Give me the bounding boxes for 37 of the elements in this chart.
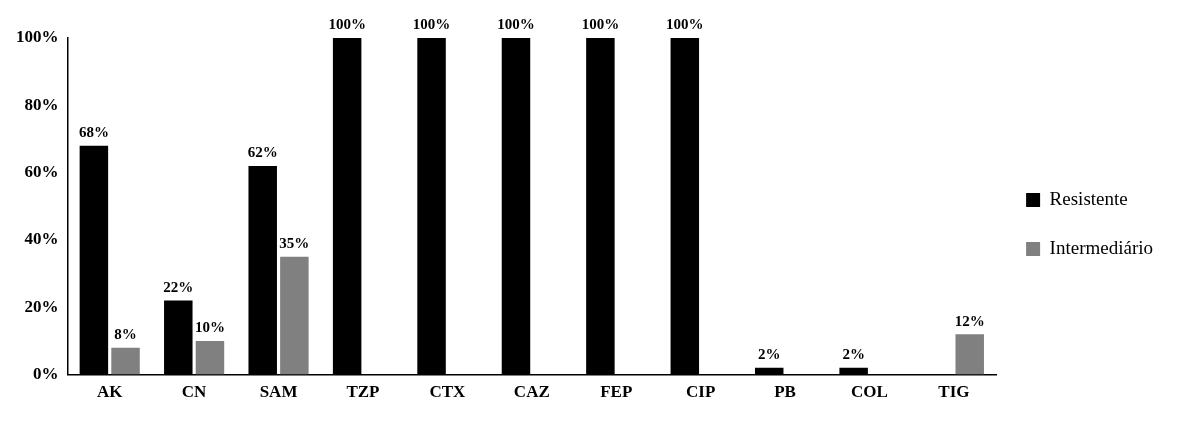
data-label: 100%: [412, 16, 451, 33]
x-tick-label: CIP: [686, 382, 716, 402]
bar: [280, 256, 309, 375]
data-label: 100%: [328, 16, 366, 33]
x-tick-label: TIG: [938, 382, 970, 402]
data-label: 2%: [757, 346, 781, 363]
x-tick-label: CN: [181, 382, 208, 402]
data-label: 12%: [954, 312, 985, 329]
x-tick-label: PB: [774, 382, 796, 402]
legend-label: Intermediário: [1049, 236, 1154, 258]
y-tick-label: 100%: [16, 27, 59, 47]
y-tick-label: 20%: [24, 296, 59, 316]
data-label: 100%: [666, 16, 704, 33]
x-tick-label: COL: [851, 382, 888, 402]
bar: [111, 347, 140, 375]
y-tick-label: 0%: [33, 363, 59, 383]
x-tick-label: SAM: [259, 382, 298, 402]
data-label: 8%: [114, 326, 137, 343]
bar: [955, 334, 984, 375]
data-label: 22%: [163, 278, 194, 295]
y-tick-label: 40%: [24, 229, 59, 249]
x-tick-label: CAZ: [513, 382, 550, 402]
y-tick-label: 60%: [24, 162, 59, 182]
data-label: 100%: [581, 16, 620, 33]
data-label: 62%: [247, 144, 278, 161]
data-label: 10%: [194, 319, 225, 336]
x-tick-label: AK: [96, 382, 124, 402]
x-tick-label: TZP: [346, 382, 380, 402]
y-tick-label: 80%: [24, 94, 59, 114]
data-label: 2%: [842, 346, 865, 363]
x-tick-label: FEP: [600, 382, 633, 402]
x-tick-label: CTX: [429, 382, 467, 402]
data-label: 68%: [78, 124, 109, 141]
data-label: 35%: [279, 235, 310, 252]
bar: [195, 340, 225, 375]
legend-label: Resistente: [1049, 187, 1128, 209]
data-label: 100%: [497, 16, 535, 33]
